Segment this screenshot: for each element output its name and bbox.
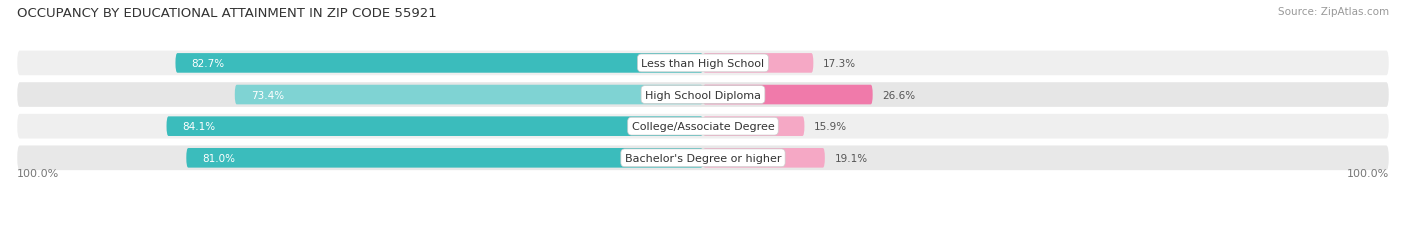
FancyBboxPatch shape: [17, 51, 1389, 76]
FancyBboxPatch shape: [703, 54, 813, 73]
FancyBboxPatch shape: [235, 85, 703, 105]
FancyBboxPatch shape: [703, 148, 825, 168]
Text: College/Associate Degree: College/Associate Degree: [631, 122, 775, 132]
Text: Bachelor's Degree or higher: Bachelor's Degree or higher: [624, 153, 782, 163]
FancyBboxPatch shape: [17, 146, 1389, 170]
Text: 73.4%: 73.4%: [250, 90, 284, 100]
FancyBboxPatch shape: [703, 117, 804, 136]
FancyBboxPatch shape: [166, 117, 703, 136]
FancyBboxPatch shape: [176, 54, 703, 73]
FancyBboxPatch shape: [186, 148, 703, 168]
Text: Less than High School: Less than High School: [641, 59, 765, 69]
Text: 26.6%: 26.6%: [882, 90, 915, 100]
FancyBboxPatch shape: [703, 85, 873, 105]
Text: OCCUPANCY BY EDUCATIONAL ATTAINMENT IN ZIP CODE 55921: OCCUPANCY BY EDUCATIONAL ATTAINMENT IN Z…: [17, 7, 437, 20]
Text: 100.0%: 100.0%: [17, 169, 59, 179]
Text: 17.3%: 17.3%: [823, 59, 856, 69]
Text: 82.7%: 82.7%: [191, 59, 225, 69]
Text: High School Diploma: High School Diploma: [645, 90, 761, 100]
Text: Source: ZipAtlas.com: Source: ZipAtlas.com: [1278, 7, 1389, 17]
Text: 84.1%: 84.1%: [183, 122, 215, 132]
Text: 81.0%: 81.0%: [202, 153, 235, 163]
Text: 19.1%: 19.1%: [834, 153, 868, 163]
FancyBboxPatch shape: [17, 83, 1389, 107]
FancyBboxPatch shape: [17, 114, 1389, 139]
Text: 15.9%: 15.9%: [814, 122, 848, 132]
Text: 100.0%: 100.0%: [1347, 169, 1389, 179]
